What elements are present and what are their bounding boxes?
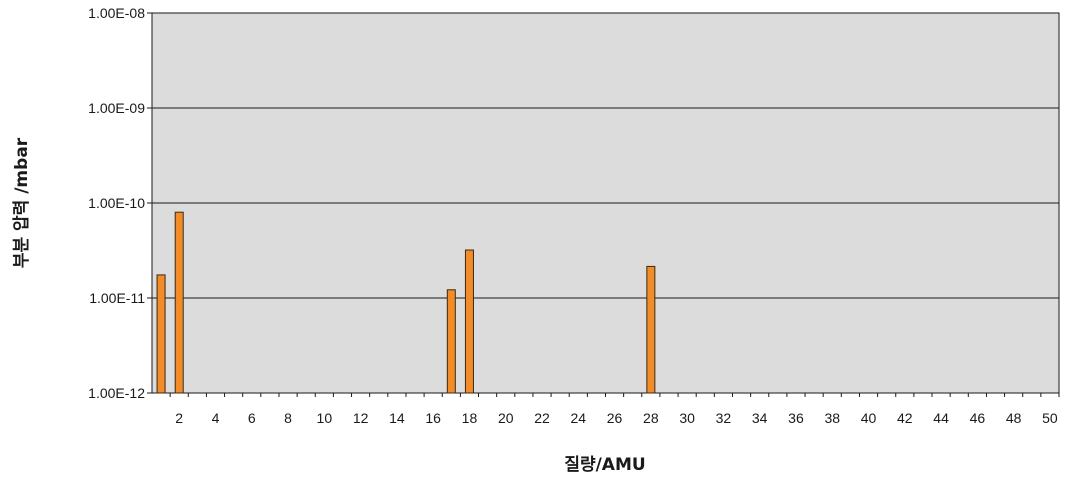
x-tick-label: 48: [1006, 410, 1022, 426]
y-tick-label: 1.00E-12: [88, 385, 145, 401]
x-tick-label: 28: [643, 410, 659, 426]
y-tick-label: 1.00E-09: [88, 100, 145, 116]
x-tick-label: 10: [317, 410, 333, 426]
x-tick-label: 26: [607, 410, 623, 426]
x-tick-label: 36: [788, 410, 804, 426]
bars: [156, 211, 656, 394]
x-tick-label: 46: [970, 410, 986, 426]
y-tick-label: 1.00E-11: [89, 290, 145, 306]
y-tick-label: 1.00E-10: [88, 195, 145, 211]
x-tick-label: 18: [462, 410, 478, 426]
x-tick-label: 44: [933, 410, 949, 426]
x-tick-label: 34: [752, 410, 768, 426]
x-tick-label: 2: [175, 410, 183, 426]
x-tick-label: 6: [248, 410, 256, 426]
grid-lines: [152, 107, 1059, 299]
x-tick-label: 20: [498, 410, 514, 426]
bar: [446, 289, 456, 394]
bar: [156, 274, 166, 394]
y-axis-title: 부분 압력 /mbar: [11, 137, 32, 268]
x-tick-label: 50: [1042, 410, 1058, 426]
x-tick-label: 32: [716, 410, 732, 426]
x-tick-label: 8: [284, 410, 292, 426]
bar: [646, 265, 656, 394]
x-tick-label: 38: [824, 410, 840, 426]
x-tick-label: 4: [212, 410, 220, 426]
x-axis: 2 4 6 8 10 12 14 16 18 20 22 24 26 28 30 32 34 36 38 40 42 44…: [169, 393, 1060, 426]
x-axis-title: 질량/AMU: [564, 454, 645, 475]
x-tick-label: 24: [571, 410, 587, 426]
x-tick-label: 40: [861, 410, 877, 426]
bar: [174, 211, 184, 394]
x-tick-label: 12: [353, 410, 369, 426]
y-axis: 1.00E-12 1.00E-11 1.00E-10 1.00E-09 1.00E-08: [88, 5, 152, 401]
bar: [464, 249, 474, 394]
y-tick-label: 1.00E-08: [88, 5, 145, 21]
x-tick-label: 16: [425, 410, 441, 426]
x-tick-label: 42: [897, 410, 913, 426]
x-tick-label: 22: [534, 410, 550, 426]
x-tick-label: 14: [389, 410, 405, 426]
x-tick-label: 30: [679, 410, 695, 426]
